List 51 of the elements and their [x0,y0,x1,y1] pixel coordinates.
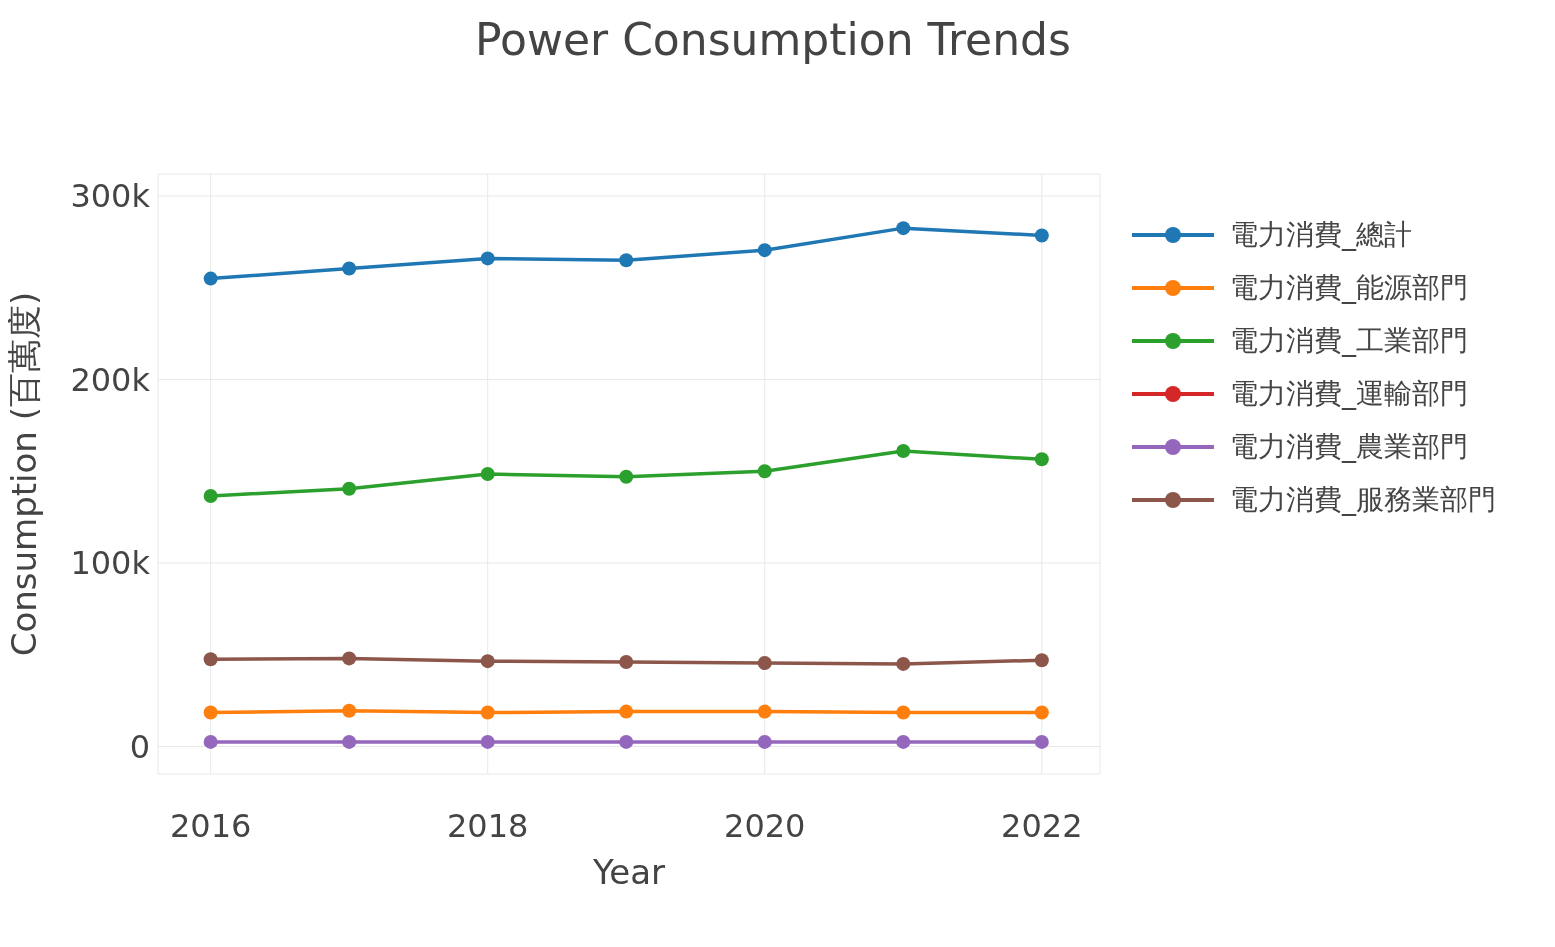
y-tick-label: 0 [129,727,150,766]
point [203,271,218,286]
x-tick-label: 2022 [1001,806,1083,845]
point [757,734,772,749]
point [342,651,357,666]
point [342,703,357,718]
legend-label: 電力消費_農業部門 [1230,428,1468,465]
point [480,734,495,749]
point [896,221,911,236]
point [342,481,357,496]
point [896,444,911,459]
x-tick-label: 2020 [724,806,806,845]
x-axis-title: Year [592,852,666,892]
x-tick-label: 2018 [446,806,529,845]
point [203,734,218,749]
chart-title: Power Consumption Trends [474,13,1072,67]
point [203,652,218,667]
point [342,261,357,276]
x-tick-label: 2016 [169,806,252,845]
point [480,705,495,720]
point [480,251,495,266]
point [757,243,772,258]
legend-label: 電力消費_服務業部門 [1230,481,1496,518]
point [342,734,357,749]
point [896,705,911,720]
point [619,704,634,719]
point [480,654,495,669]
point [757,655,772,670]
y-tick-label: 100k [70,544,151,583]
point [203,489,218,504]
point [1034,452,1049,467]
point [757,704,772,719]
point [619,469,634,484]
point [1034,734,1049,749]
point [480,467,495,481]
legend-label: 電力消費_總計 [1230,216,1412,253]
point [619,655,634,670]
point [757,464,772,479]
point [896,734,911,749]
y-tick-label: 200k [70,360,151,399]
legend-label: 電力消費_能源部門 [1230,269,1468,306]
point [619,734,634,749]
point [203,705,218,720]
legend-label: 電力消費_工業部門 [1230,322,1468,359]
legend-label: 電力消費_運輸部門 [1230,375,1468,412]
point [1034,653,1049,668]
point [896,656,911,671]
point [1034,705,1049,720]
point [1034,228,1049,243]
point [619,253,634,268]
y-tick-label: 300k [70,177,151,216]
